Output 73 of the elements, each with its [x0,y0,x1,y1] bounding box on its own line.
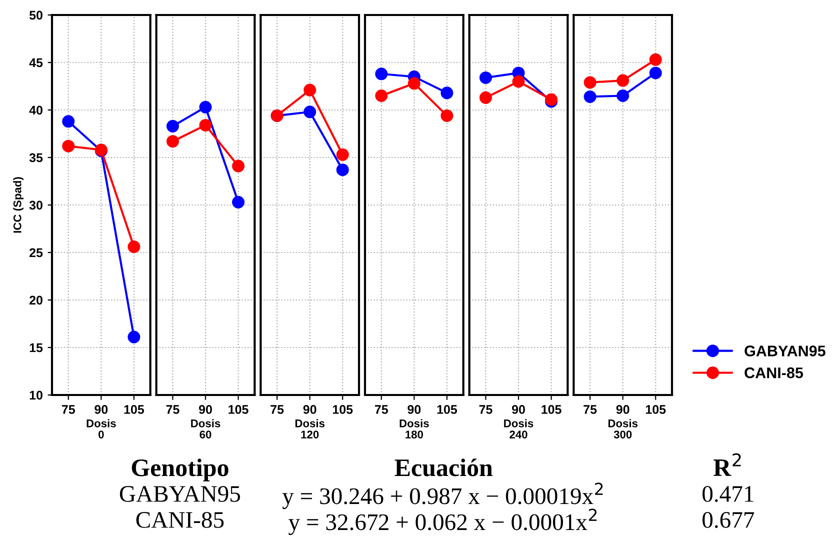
x-tick-label: 90 [94,405,108,414]
text: 0.677 [702,512,754,528]
y-tick-label: 20 [30,296,42,305]
x-tick-label: 105 [124,405,144,414]
x-tick-label: 90 [303,405,316,414]
point [512,75,525,88]
y-tick-label: 30 [29,200,42,210]
x-tick-label: 105 [228,405,248,414]
x-tick-label: 105 [542,405,562,414]
x-tick-label: 90 [198,405,212,414]
legend-label: CANI-85 [744,367,804,378]
x-tick-label: 90 [512,405,525,414]
y-tick-label: 45 [29,58,43,68]
point [166,135,179,148]
point [336,164,349,176]
x-tick-label: 75 [479,405,492,414]
point [304,84,316,96]
x-tick-label: 75 [584,405,597,414]
point [479,91,492,104]
text: Genotipo [132,458,228,482]
x-tick-label: 90 [408,405,421,414]
point [408,77,420,90]
point [616,74,630,87]
y-axis-title: ICC (Spad) [13,177,24,233]
x-axis-title: Dosis 0 [86,419,116,438]
x-tick-label: 105 [332,405,353,414]
point [62,140,75,152]
point [232,160,245,172]
text: y = 32.672 + 0.062 x − 0.0001x$^{2}$ [288,508,597,536]
x-axis-title: Dosis 120 [295,419,325,438]
x-tick-label: 75 [374,405,388,414]
text: y = 30.246 + 0.987 x − 0.00019x$^{2}$ [282,482,603,510]
point [128,240,140,254]
point [584,90,596,103]
x-axis-title: Dosis 300 [608,419,638,438]
y-tick-label: 35 [29,153,43,162]
point [440,86,454,100]
x-axis-title: Dosis 60 [191,419,220,438]
point [304,106,316,118]
point [62,115,75,128]
x-axis-title: Dosis 240 [504,419,534,438]
text: Ecuación [394,458,493,476]
point [128,330,140,344]
point [440,109,454,122]
point [375,90,388,102]
point [336,148,349,161]
y-tick-label: 10 [30,390,42,400]
text: 0.471 [702,486,754,502]
y-tick-label: 15 [30,343,43,352]
point [199,118,212,132]
x-tick-label: 75 [166,405,180,414]
x-axis-title: Dosis 180 [400,419,429,438]
point [199,100,212,114]
point [232,196,245,208]
point [479,71,492,84]
x-tick-label: 75 [62,405,75,414]
x-tick-label: 105 [646,405,666,414]
y-tick-label: 40 [29,106,42,115]
point [649,53,662,66]
point [375,68,388,80]
x-tick-label: 75 [270,405,284,414]
y-tick-label: 25 [30,248,43,258]
y-tick-label: 50 [29,10,42,20]
point [616,90,630,102]
text: GABYAN95 [120,486,240,502]
x-tick-label: 105 [437,405,458,414]
point [584,76,596,89]
text: R$^{2}$ [713,453,741,476]
x-tick-label: 90 [616,405,630,414]
point [649,66,662,80]
text: CANI-85 [136,512,224,528]
legend-label: GABYAN95 [744,346,826,356]
point [166,120,179,132]
